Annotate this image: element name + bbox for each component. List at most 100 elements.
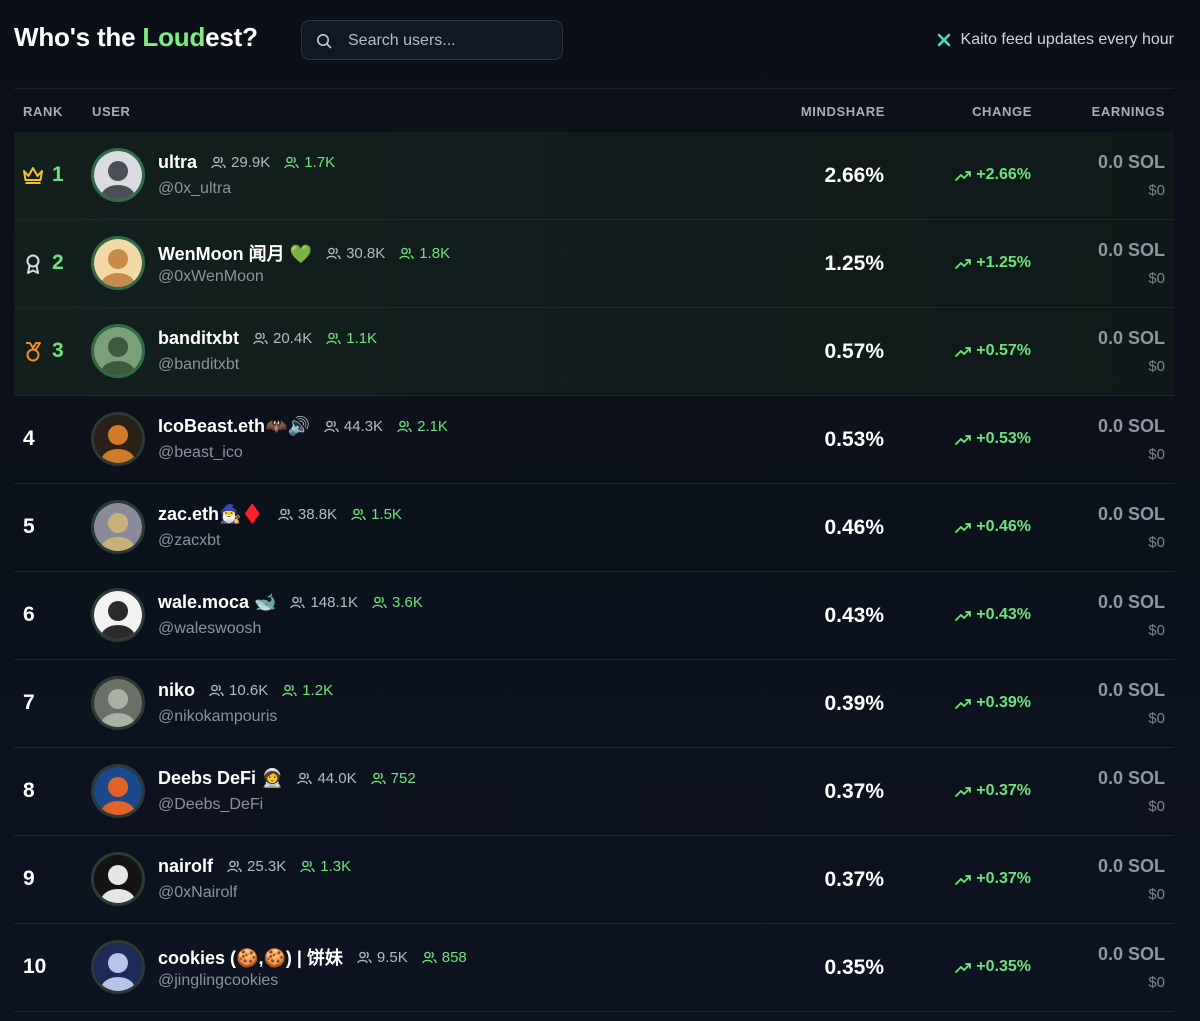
avatar[interactable] bbox=[91, 676, 145, 730]
user-name[interactable]: nairolf bbox=[158, 856, 214, 876]
user-handle[interactable]: @Deebs_DeFi bbox=[158, 796, 264, 813]
table-row[interactable]: 8 Deebs DeFi 🧑‍🚀 44.0K 752 @Deebs_DeFi 0.… bbox=[14, 748, 1174, 836]
table-row[interactable]: 4 IcoBeast.eth🦇🔊 44.3K 2.1K @beast_ico 0.… bbox=[14, 396, 1174, 484]
smart-followers-value: 3.6K bbox=[392, 594, 423, 611]
trending-up-icon bbox=[955, 258, 972, 269]
smart-followers-value: 858 bbox=[441, 948, 467, 966]
user-name[interactable]: ultra bbox=[158, 152, 198, 172]
users-icon bbox=[284, 156, 299, 169]
smart-followers-count: 1.2K bbox=[282, 682, 333, 699]
app-header: Who's the Loudest? Kaito feed updates ev… bbox=[0, 0, 1200, 84]
table-row[interactable]: 1 ultra 29.9K 1.7K @0x_ultra 2.66% +2.66% 0… bbox=[14, 132, 1174, 220]
earnings-sol: 0.0 SOL bbox=[1097, 768, 1165, 788]
smart-followers-count: 1.1K bbox=[326, 330, 377, 347]
earnings-usd: $0 bbox=[1148, 270, 1165, 287]
crown-icon bbox=[22, 165, 44, 190]
users-icon bbox=[209, 684, 224, 697]
title-suffix: est? bbox=[205, 22, 258, 52]
trending-up-icon bbox=[955, 786, 972, 797]
user-name-line: Deebs DeFi 🧑‍🚀 44.0K 752 bbox=[158, 768, 416, 789]
table-row[interactable]: 7 niko 10.6K 1.2K @nikokampouris 0.39% +0.… bbox=[14, 660, 1174, 748]
avatar[interactable] bbox=[91, 148, 145, 202]
users-icon bbox=[282, 684, 297, 697]
smart-followers-count: 1.5K bbox=[351, 506, 402, 523]
mindshare-value: 0.43% bbox=[824, 604, 884, 627]
user-name[interactable]: WenMoon 闻月 💚 bbox=[158, 244, 313, 264]
avatar[interactable] bbox=[91, 764, 145, 818]
user-name[interactable]: cookies (🍪,🍪) | 饼妹 bbox=[158, 948, 343, 968]
user-name[interactable]: banditxbt bbox=[158, 328, 239, 348]
user-name[interactable]: niko bbox=[158, 680, 196, 700]
followers-value: 38.8K bbox=[297, 506, 338, 523]
table-row[interactable]: 5 zac.eth🧙‍♂️♦️ 38.8K 1.5K @zacxbt 0.46% +… bbox=[14, 484, 1174, 572]
smart-followers-count: 858 bbox=[422, 949, 467, 966]
avatar[interactable] bbox=[91, 852, 145, 906]
search-input[interactable] bbox=[346, 29, 555, 53]
users-icon bbox=[253, 332, 268, 345]
trending-up-icon bbox=[955, 610, 972, 621]
user-handle[interactable]: @zacxbt bbox=[158, 532, 221, 549]
smart-followers-value: 1.7K bbox=[304, 154, 336, 171]
rank-number: 1 bbox=[52, 163, 64, 186]
earnings-sol: 0.0 SOL bbox=[1097, 328, 1165, 348]
avatar[interactable] bbox=[91, 412, 145, 466]
column-change: CHANGE bbox=[972, 104, 1032, 119]
user-handle[interactable]: @nikokampouris bbox=[158, 708, 278, 725]
user-handle[interactable]: @beast_ico bbox=[158, 444, 243, 461]
user-handle[interactable]: @jinglingcookies bbox=[158, 972, 279, 989]
user-handle[interactable]: @0xWenMoon bbox=[158, 268, 264, 285]
users-icon bbox=[324, 420, 339, 433]
followers-count: 25.3K bbox=[227, 858, 286, 875]
followers-value: 44.3K bbox=[343, 418, 384, 435]
change-text: +2.66% bbox=[976, 166, 1031, 183]
trending-up-icon bbox=[955, 170, 972, 181]
user-name-line: zac.eth🧙‍♂️♦️ 38.8K 1.5K bbox=[158, 504, 402, 525]
change-text: +0.37% bbox=[976, 870, 1031, 887]
users-icon bbox=[326, 332, 341, 345]
followers-count: 38.8K bbox=[278, 506, 337, 523]
avatar[interactable] bbox=[91, 324, 145, 378]
avatar[interactable] bbox=[91, 940, 145, 994]
table-row[interactable]: 3 banditxbt 20.4K 1.1K @banditxbt 0.57% +0… bbox=[14, 308, 1174, 396]
search-box[interactable] bbox=[301, 20, 563, 60]
earnings-usd: $0 bbox=[1148, 886, 1165, 903]
change-text: +0.57% bbox=[976, 342, 1031, 359]
user-name[interactable]: wale.moca 🐋 bbox=[158, 592, 277, 612]
change-text: +0.39% bbox=[976, 694, 1031, 711]
user-handle[interactable]: @waleswoosh bbox=[158, 620, 262, 637]
change-value: +0.35% bbox=[955, 958, 1031, 976]
user-name[interactable]: zac.eth🧙‍♂️♦️ bbox=[158, 504, 264, 524]
users-icon bbox=[211, 156, 226, 169]
earnings-usd: $0 bbox=[1148, 358, 1165, 375]
mindshare-value: 0.46% bbox=[824, 516, 884, 539]
followers-count: 10.6K bbox=[209, 682, 268, 699]
table-row[interactable]: 2 WenMoon 闻月 💚 30.8K 1.8K @0xWenMoon 1.25… bbox=[14, 220, 1174, 308]
users-icon bbox=[278, 508, 293, 521]
followers-value: 44.0K bbox=[317, 770, 357, 787]
smart-followers-value: 1.2K bbox=[302, 682, 334, 699]
smart-followers-count: 1.3K bbox=[300, 858, 351, 875]
mindshare-value: 0.35% bbox=[824, 956, 884, 979]
change-value: +0.43% bbox=[955, 606, 1031, 624]
followers-count: 20.4K bbox=[253, 330, 312, 347]
avatar[interactable] bbox=[91, 588, 145, 642]
user-name[interactable]: IcoBeast.eth🦇🔊 bbox=[158, 416, 310, 436]
change-value: +1.25% bbox=[955, 254, 1031, 272]
table-row[interactable]: 10 cookies (🍪,🍪) | 饼妹 9.5K 858 @jingling… bbox=[14, 924, 1174, 1012]
user-handle[interactable]: @0x_ultra bbox=[158, 180, 232, 197]
table-row[interactable]: 6 wale.moca 🐋 148.1K 3.6K @waleswoosh 0.4… bbox=[14, 572, 1174, 660]
trending-up-icon bbox=[955, 434, 972, 445]
user-handle[interactable]: @banditxbt bbox=[158, 356, 240, 373]
column-rank: RANK bbox=[23, 104, 63, 119]
user-name[interactable]: Deebs DeFi 🧑‍🚀 bbox=[158, 768, 284, 788]
column-mindshare: MINDSHARE bbox=[800, 104, 885, 119]
avatar[interactable] bbox=[91, 500, 145, 554]
table-row[interactable]: 9 nairolf 25.3K 1.3K @0xNairolf 0.37% +0.3… bbox=[14, 836, 1174, 924]
column-earnings: EARNINGS bbox=[1091, 104, 1165, 119]
earnings-usd: $0 bbox=[1148, 974, 1165, 991]
smart-followers-value: 1.3K bbox=[320, 858, 352, 875]
user-handle[interactable]: @0xNairolf bbox=[158, 884, 238, 901]
avatar[interactable] bbox=[91, 236, 145, 290]
users-icon bbox=[326, 247, 341, 259]
users-icon bbox=[297, 772, 313, 785]
